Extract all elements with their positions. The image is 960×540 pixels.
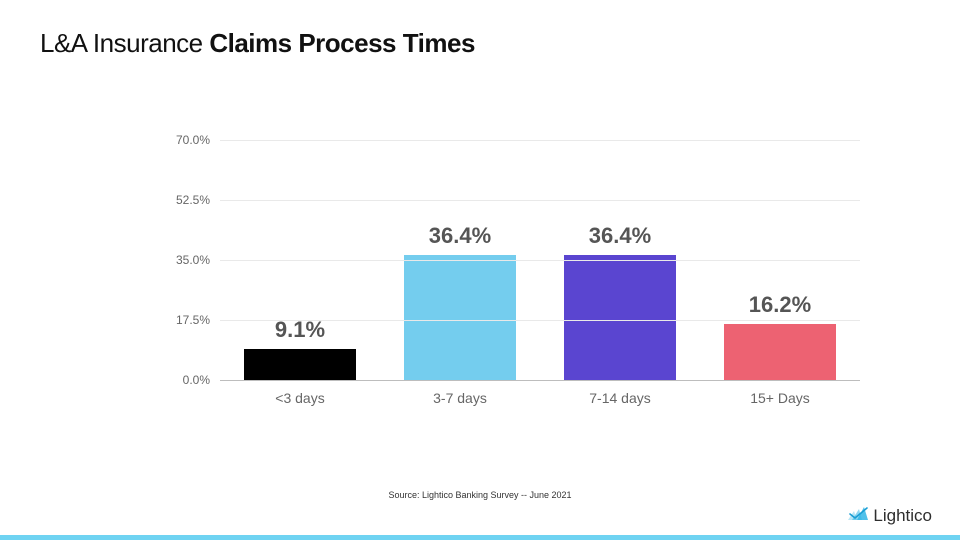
x-axis-label: 3-7 days bbox=[380, 380, 540, 410]
x-axis-label: <3 days bbox=[220, 380, 380, 410]
bar: 16.2% bbox=[724, 324, 836, 380]
gridline bbox=[220, 200, 860, 201]
logo-text: Lightico bbox=[873, 506, 932, 526]
gridline bbox=[220, 260, 860, 261]
y-tick-label: 52.5% bbox=[176, 193, 220, 207]
bar-value-label: 16.2% bbox=[749, 292, 811, 318]
plot-area: 9.1%36.4%36.4%16.2% 0.0%17.5%35.0%52.5%7… bbox=[220, 140, 860, 380]
source-text: Source: Lightico Banking Survey -- June … bbox=[0, 490, 960, 500]
gridline bbox=[220, 140, 860, 141]
bar: 9.1% bbox=[244, 349, 356, 380]
y-tick-label: 17.5% bbox=[176, 313, 220, 327]
slide-title: L&A Insurance Claims Process Times bbox=[40, 28, 475, 59]
bar: 36.4% bbox=[564, 255, 676, 380]
bar-value-label: 36.4% bbox=[589, 223, 651, 249]
slide: L&A Insurance Claims Process Times 9.1% 3… bbox=[0, 0, 960, 540]
title-prefix: L&A Insurance bbox=[40, 28, 209, 58]
bottom-accent-bar bbox=[0, 535, 960, 540]
bar-value-label: 36.4% bbox=[429, 223, 491, 249]
y-tick-label: 70.0% bbox=[176, 133, 220, 147]
x-axis-label: 7-14 days bbox=[540, 380, 700, 410]
x-axis-labels: <3 days3-7 days7-14 days15+ Days bbox=[220, 380, 860, 410]
y-tick-label: 35.0% bbox=[176, 253, 220, 267]
logo: Lightico bbox=[847, 506, 932, 526]
y-tick-label: 0.0% bbox=[183, 373, 220, 387]
title-main: Claims Process Times bbox=[209, 28, 475, 58]
gridline bbox=[220, 320, 860, 321]
x-axis-label: 15+ Days bbox=[700, 380, 860, 410]
bar: 36.4% bbox=[404, 255, 516, 380]
logo-icon bbox=[847, 507, 869, 525]
bar-chart: 9.1% 36.4% 36.4% 16.2% 0.0% 17.5% 35.0% 52.5% 7… bbox=[170, 130, 860, 410]
